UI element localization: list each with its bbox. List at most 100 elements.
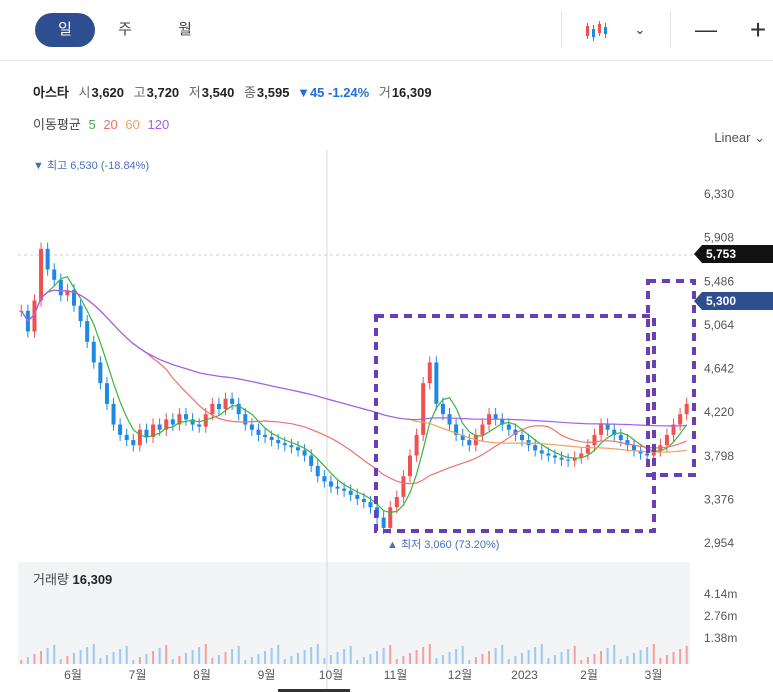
ma-60: 60 (125, 117, 140, 132)
candle-body (559, 457, 564, 460)
candle-body (414, 434, 419, 456)
candle-body (493, 414, 498, 420)
candle-body (177, 414, 182, 425)
x-tick-label: 2월 (580, 668, 598, 682)
candle-body (546, 453, 551, 456)
candle-body (361, 498, 366, 503)
chevron-down-icon[interactable]: ⌄ (634, 22, 646, 37)
volume-bar (204, 644, 207, 664)
candle-body (144, 429, 149, 437)
zoom-out-button[interactable]: — (695, 17, 717, 42)
close-value: 3,595 (256, 85, 290, 100)
candle-body (394, 496, 399, 508)
candle-body (585, 445, 590, 454)
open-value: 3,620 (91, 85, 125, 100)
candle-body (539, 450, 544, 454)
candle-body (164, 419, 169, 430)
moving-average-legend: 이동평균 5 20 60 120 (33, 114, 169, 133)
candle-body (58, 279, 63, 296)
volume-bar (586, 657, 589, 664)
candle-body (533, 445, 538, 451)
volume-bar (303, 650, 306, 664)
volume-bar (323, 658, 326, 664)
candle-body (427, 362, 432, 384)
x-tick-label: 9월 (258, 668, 276, 682)
volume-bar (79, 650, 82, 664)
tab-weekly[interactable]: 주 (118, 21, 132, 38)
candle-body (269, 436, 274, 441)
ma-20: 20 (103, 117, 118, 132)
candle-body (440, 403, 445, 415)
volume-bar (659, 658, 662, 664)
volume-bar (395, 659, 398, 664)
tab-daily[interactable]: 일 (35, 13, 95, 47)
volume-bar (633, 653, 635, 664)
candle-body (39, 248, 44, 301)
candle-body (137, 429, 142, 446)
candle-body (236, 403, 241, 415)
volume-tick-label: 4.14m (704, 587, 737, 601)
candle-body (223, 398, 228, 410)
candle-body (605, 424, 610, 430)
candle-body (52, 269, 57, 280)
volume-bar (165, 645, 168, 664)
candle-body (243, 414, 248, 425)
candle-body (434, 362, 439, 404)
candle-body (216, 403, 221, 410)
candle-body (355, 494, 360, 499)
volume-bar (415, 650, 418, 664)
volume-bar (428, 644, 431, 664)
volume-bar (409, 653, 411, 664)
volume-bar (626, 656, 629, 664)
candle-body (151, 424, 156, 437)
candle-body (678, 414, 683, 425)
x-tick-label: 12월 (448, 668, 472, 682)
candle-body (388, 507, 393, 528)
volume-bar (369, 654, 372, 664)
candle-body (506, 424, 511, 430)
candle-body (638, 450, 643, 454)
x-tick-label: 7월 (129, 668, 147, 682)
candle-body (552, 455, 557, 458)
volume-bar (316, 644, 319, 664)
volume-bar (191, 650, 194, 664)
volume-bar (422, 647, 425, 664)
candle-body (599, 424, 604, 435)
candlestick-icon[interactable] (578, 12, 614, 48)
volume-bar (468, 660, 471, 664)
volume-bar (382, 648, 385, 664)
volume-bar (20, 660, 23, 664)
candle-body (72, 290, 76, 306)
volume-bar (494, 648, 497, 664)
y-tick-label: 5,064 (704, 318, 734, 332)
zoom-in-button[interactable]: + (749, 14, 767, 45)
volume-bar (573, 646, 576, 664)
candle-body (263, 434, 268, 437)
volume-bar (53, 645, 56, 664)
candle-body (467, 440, 472, 446)
candle-body (32, 300, 37, 332)
volume-bar (646, 647, 649, 664)
x-tick-label: 11월 (384, 668, 408, 682)
candle-body (368, 502, 373, 508)
volume-bar (652, 644, 655, 664)
tab-monthly[interactable]: 월 (178, 21, 192, 38)
scroll-indicator[interactable] (278, 689, 350, 692)
y-tick-label: 6,330 (704, 187, 734, 201)
candle-body (184, 414, 188, 420)
scale-dropdown[interactable]: Linear ⌄ (714, 130, 765, 146)
candle-body (124, 434, 129, 441)
moving-average-line (20, 275, 688, 514)
volume-bar (237, 646, 240, 664)
candle-body (342, 488, 347, 491)
volume-short-label: 거 (378, 85, 391, 100)
candle-body (520, 434, 524, 441)
candle-body (625, 440, 630, 446)
ma-120: 120 (147, 117, 170, 132)
low-value: 3,540 (201, 85, 235, 100)
candle-body (170, 419, 175, 425)
volume-bar (507, 659, 510, 664)
volume-bar (99, 658, 102, 664)
x-tick-label: 6월 (64, 668, 82, 682)
